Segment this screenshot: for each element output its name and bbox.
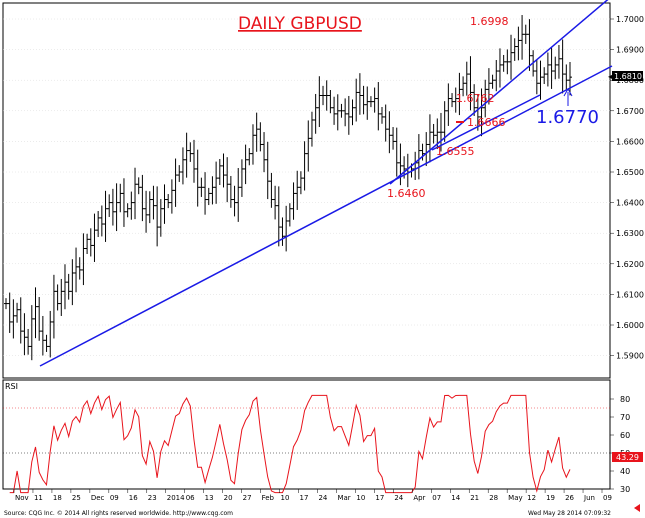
date-tick-label: 24 [394,494,403,502]
chart-title: DAILY GBPUSD [238,14,362,34]
price-tick-label: 1.6200 [616,260,644,269]
trendline-long [39,65,613,367]
date-tick-label: 2014 [167,494,185,502]
date-tick-label: Dec [91,494,105,502]
price-tick-label: 1.7000 [616,15,644,24]
date-tick-label: 27 [243,494,252,502]
price-panel [2,2,611,379]
last-price-label: 1.6810 [614,72,642,81]
annotation-1-6666: 1.6666 [467,116,506,129]
rsi-last-box [612,452,643,462]
date-tick-label: 21 [470,494,479,502]
date-tick-label: 12 [527,494,536,502]
date-tick-label: Jun [583,494,595,502]
date-tick-label: 11 [34,494,43,502]
footer-source: Source: CQG Inc. © 2014 All rights reser… [4,510,233,517]
date-tick-label: 28 [489,494,498,502]
rsi-tick-label: 80 [620,395,630,404]
date-tick-label: Nov [15,494,29,502]
date-tick-label: 20 [224,494,233,502]
date-tick-label: 24 [318,494,327,502]
date-tick-label: 17 [300,494,309,502]
rsi-axis: 807060504030 [610,395,630,494]
footer-timestamp: Wed May 28 2014 07:09:32 [528,510,611,517]
price-tick-label: 1.5900 [616,352,644,361]
date-tick-label: May [508,494,522,502]
date-tick-label: 10 [356,494,365,502]
scroll-arrow-icon[interactable] [634,504,640,512]
annotation-1-6555: 1.6555 [436,145,475,158]
annotation-1-6762: 1.6762 [456,92,495,105]
target-arrowhead-icon [563,87,573,97]
price-bars [4,15,572,361]
rsi-line [9,394,571,494]
date-tick-label: 18 [53,494,62,502]
trendline-steep [389,0,609,185]
trendline-recent [431,94,541,151]
price-tick-label: 1.6300 [616,229,644,238]
price-tick-label: 1.6900 [616,46,644,55]
date-tick-label: 07 [432,494,441,502]
last-price-arrow-icon: ◀ [608,72,615,81]
date-tick-label: 09 [110,494,119,502]
price-gridlines [3,18,610,356]
date-tick-label: 10 [281,494,290,502]
date-tick-label: 09 [603,494,612,502]
date-tick-label: 23 [148,494,157,502]
price-tick-label: 1.6400 [616,199,644,208]
rsi-label: RSI [5,382,18,391]
rsi-tick-label: 30 [620,485,630,494]
price-annotations: 1.6998 1.6762 1.6666 1.6555 1.6460 [387,15,509,200]
annotation-target: 1.6770 [536,107,599,128]
date-axis: Nov 11 18 25 Dec 09 16 23 2014 06 13 20 27 Feb 10 17 24 M… [13,489,612,502]
date-tick-label: Mar [337,494,350,502]
price-tick-label: 1.6000 [616,321,644,330]
rsi-last-label: 43.29 [616,453,639,462]
date-tick-label: 19 [546,494,555,502]
date-tick-label: 06 [186,494,195,502]
rsi-panel [2,379,611,490]
annotation-1-6460: 1.6460 [387,187,426,200]
annotation-high: 1.6998 [470,15,509,28]
date-tick-label: 25 [72,494,81,502]
last-price-box [612,71,643,81]
price-tick-label: 1.6600 [616,137,644,146]
trendlines [39,0,613,367]
price-tick-label: 1.6100 [616,290,644,299]
date-tick-label: Feb [262,494,275,502]
date-tick-label: 16 [129,494,138,502]
rsi-tick-label: 40 [620,467,630,476]
date-tick-label: 14 [451,494,460,502]
price-tick-label: 1.6500 [616,168,644,177]
date-tick-label: Apr [413,494,425,502]
rsi-tick-label: 60 [620,431,630,440]
rsi-tick-label: 70 [620,413,630,422]
date-tick-label: 17 [375,494,384,502]
price-axis: 1.70001.69001.68001.67001.66001.65001.64… [610,15,644,361]
date-tick-label: 26 [565,494,574,502]
date-tick-label: 13 [205,494,214,502]
rsi-levels [3,407,610,454]
price-tick-label: 1.6700 [616,107,644,116]
